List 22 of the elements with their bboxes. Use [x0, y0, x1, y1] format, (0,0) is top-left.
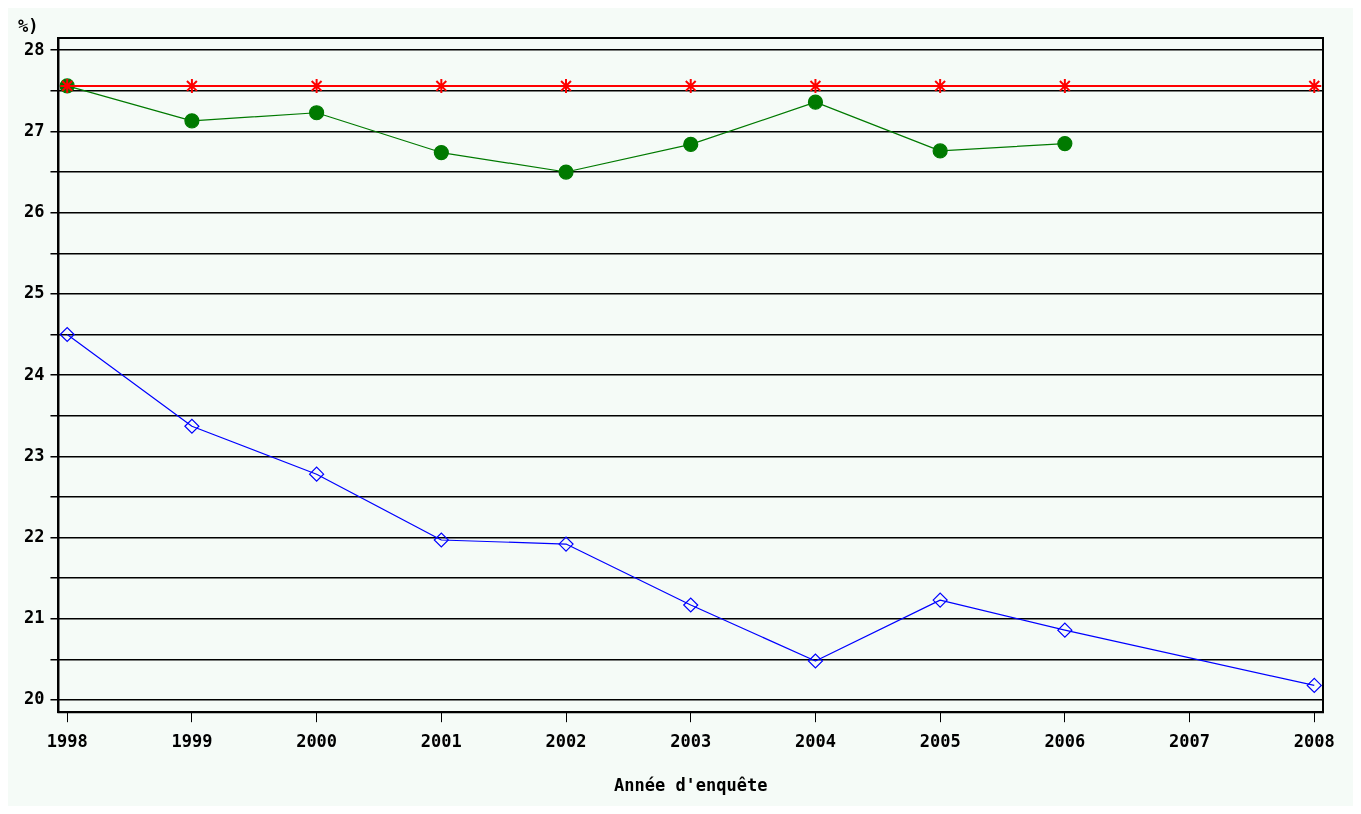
y-tick-label: 24 [23, 363, 45, 384]
x-tick-label: 2003 [670, 730, 712, 751]
x-tick-label: 1998 [46, 730, 88, 751]
y-tick-label: 22 [23, 525, 45, 546]
x-tick-label: 2000 [296, 730, 338, 751]
y-tick-label: 26 [23, 201, 45, 222]
x-tick-label: 2006 [1044, 730, 1086, 751]
x-tick-label: 2001 [420, 730, 462, 751]
y-tick-label: 21 [23, 607, 45, 628]
x-tick-label: 2004 [794, 730, 836, 751]
x-tick-label: 1999 [171, 730, 213, 751]
y-tick-label: 23 [23, 444, 45, 465]
y-axis-title: %) [18, 15, 39, 36]
x-tick-label: 2007 [1169, 730, 1211, 751]
y-tick-label: 25 [23, 282, 45, 303]
x-tick-label: 2005 [919, 730, 961, 751]
y-tick-label: 27 [23, 119, 45, 140]
y-tick-label: 20 [23, 688, 45, 709]
y-tick-label: 28 [23, 38, 45, 59]
x-tick-label: 2008 [1293, 730, 1335, 751]
x-tick-label: 2002 [545, 730, 587, 751]
x-axis-title: Année d'enquête [613, 775, 768, 796]
